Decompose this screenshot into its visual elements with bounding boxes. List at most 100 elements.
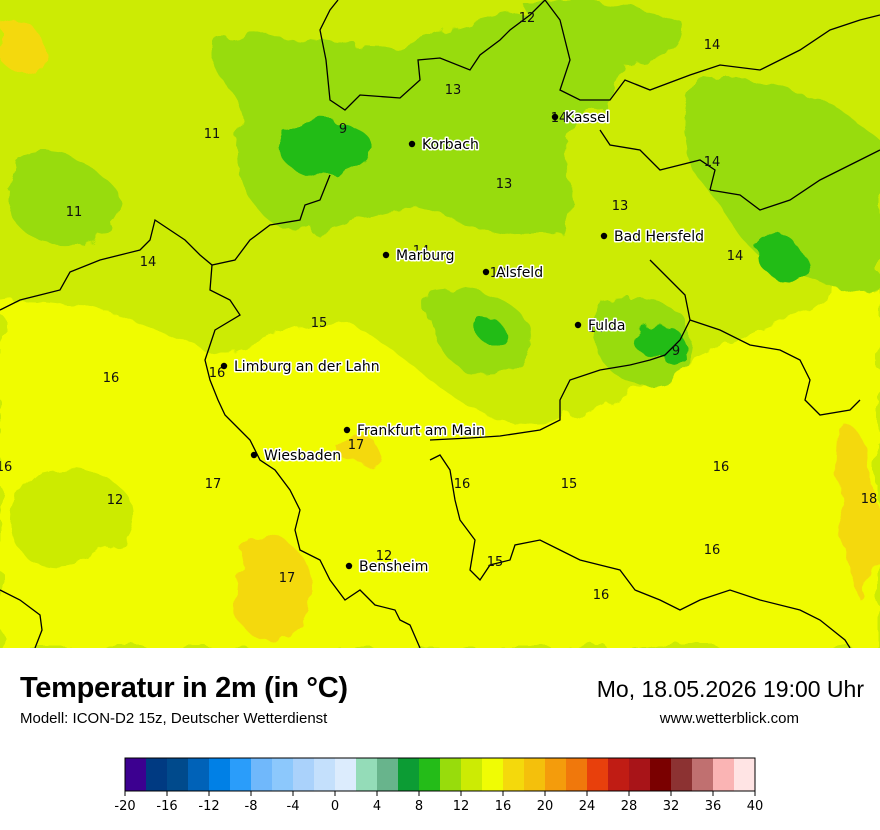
color-scale-box — [713, 758, 735, 791]
color-scale-boxes — [124, 757, 756, 792]
color-scale-box — [209, 758, 231, 791]
temperature-value: 17 — [279, 571, 296, 586]
temperature-zones — [0, 0, 880, 648]
temperature-value: 16 — [713, 460, 730, 475]
color-scale-box — [398, 758, 420, 791]
city-markers: Kassel Korbach Bad Hersfeld Marburg Alsfeld F… — [220, 109, 706, 577]
temperature-value: 12 — [376, 549, 393, 564]
color-scale-box — [461, 758, 483, 791]
color-scale-box — [650, 758, 672, 791]
temperature-value: 13 — [612, 199, 629, 214]
city-marker-dot — [482, 268, 490, 276]
temperature-value: 13 — [496, 177, 513, 192]
color-scale-tick-label: 20 — [537, 799, 554, 814]
color-scale-box — [566, 758, 588, 791]
temperature-value-labels: 1214131411913141113141414131514161691716… — [0, 11, 877, 603]
color-scale-tick-label: -16 — [156, 799, 177, 814]
temperature-value: 12 — [107, 493, 124, 508]
city-label: Fulda — [588, 318, 626, 334]
color-scale-tick-label: -20 — [114, 799, 135, 814]
color-scale-tick-label: 32 — [663, 799, 680, 814]
city-label: Bensheim — [359, 559, 428, 575]
website-url[interactable]: www.wetterblick.com — [659, 710, 799, 727]
color-scale-box — [503, 758, 525, 791]
color-scale-box — [482, 758, 504, 791]
temperature-value: 16 — [454, 477, 471, 492]
temperature-value: 12 — [519, 11, 536, 26]
color-scale-tick-label: -4 — [287, 799, 300, 814]
city-label: Marburg — [396, 248, 455, 264]
color-scale-box — [251, 758, 273, 791]
weather-map: 1214131411913141113141414131514161691716… — [0, 0, 880, 648]
temperature-value: 9 — [672, 344, 680, 359]
color-scale-tick-label: 36 — [705, 799, 722, 814]
color-scale-box — [608, 758, 630, 791]
model-source: Modell: ICON-D2 15z, Deutscher Wetterdie… — [20, 710, 328, 727]
color-scale-box — [314, 758, 336, 791]
temperature-value: 14 — [704, 155, 721, 170]
city-marker-dot — [343, 426, 351, 434]
color-scale-tick-label: -12 — [198, 799, 219, 814]
temperature-value: 9 — [339, 122, 347, 137]
color-scale-tick-label: -8 — [245, 799, 258, 814]
color-scale-box — [272, 758, 294, 791]
color-scale-box — [671, 758, 693, 791]
temperature-value: 18 — [861, 492, 878, 507]
temperature-value: 11 — [66, 205, 83, 220]
city-marker-dot — [220, 362, 228, 370]
map-title: Temperatur in 2m (in °C) — [20, 672, 348, 704]
color-scale-box — [167, 758, 189, 791]
city-label: Frankfurt am Main — [357, 423, 485, 439]
color-scale-tick-label: 40 — [747, 799, 764, 814]
color-scale-tick-label: 28 — [621, 799, 638, 814]
temperature-value: 13 — [445, 83, 462, 98]
temperature-value: 16 — [209, 366, 226, 381]
color-scale-box — [125, 758, 147, 791]
temperature-value: 16 — [704, 543, 721, 558]
temperature-value: 14 — [727, 249, 744, 264]
city-marker-dot — [600, 232, 608, 240]
color-scale-box — [188, 758, 210, 791]
temperature-value: 14 — [413, 244, 430, 259]
color-scale-box — [629, 758, 651, 791]
temperature-value: 16 — [103, 371, 120, 386]
color-scale-box — [230, 758, 252, 791]
temperature-value: 14 — [140, 255, 157, 270]
city-marker-dot — [250, 451, 258, 459]
color-scale-tick-label: 12 — [453, 799, 470, 814]
color-scale-tick-label: 4 — [373, 799, 381, 814]
city-label: Limburg an der Lahn — [234, 359, 380, 375]
state-borders — [0, 0, 880, 648]
city-label: Bad Hersfeld — [614, 229, 704, 245]
temperature-value: 16 — [593, 588, 610, 603]
city-label: Alsfeld — [496, 265, 543, 281]
color-scale-tick-label: 8 — [415, 799, 423, 814]
temperature-value: 14 — [704, 38, 721, 53]
city-marker-dot — [345, 562, 353, 570]
temperature-value: 16 — [0, 460, 12, 475]
map-footer: Temperatur in 2m (in °C) Modell: ICON-D2… — [0, 648, 880, 830]
city-label: Wiesbaden — [264, 448, 341, 464]
color-scale-box — [356, 758, 378, 791]
color-scale-tick-label: 24 — [579, 799, 596, 814]
color-scale-box — [335, 758, 357, 791]
color-scale-ticks: -20 -16 -12 -8 -4 0 4 8 12 16 20 24 28 32 36 40 — [114, 791, 763, 814]
city-label: Korbach — [422, 137, 479, 153]
city-label: Kassel — [565, 110, 610, 126]
color-scale-box — [545, 758, 567, 791]
color-scale-box — [377, 758, 399, 791]
color-scale-box — [440, 758, 462, 791]
city-marker-dot — [574, 321, 582, 329]
color-scale-box — [419, 758, 441, 791]
temperature-value: 17 — [348, 438, 365, 453]
color-scale-box — [293, 758, 315, 791]
temperature-value: 15 — [561, 477, 578, 492]
city-marker-dot — [551, 113, 559, 121]
temperature-map-svg: 1214131411913141113141414131514161691716… — [0, 0, 880, 648]
temperature-value: 14 — [588, 321, 605, 336]
temperature-value: 15 — [487, 555, 504, 570]
color-scale-box — [146, 758, 168, 791]
city-marker-dot — [382, 251, 390, 259]
color-scale-box — [587, 758, 609, 791]
temperature-value: 17 — [205, 477, 222, 492]
